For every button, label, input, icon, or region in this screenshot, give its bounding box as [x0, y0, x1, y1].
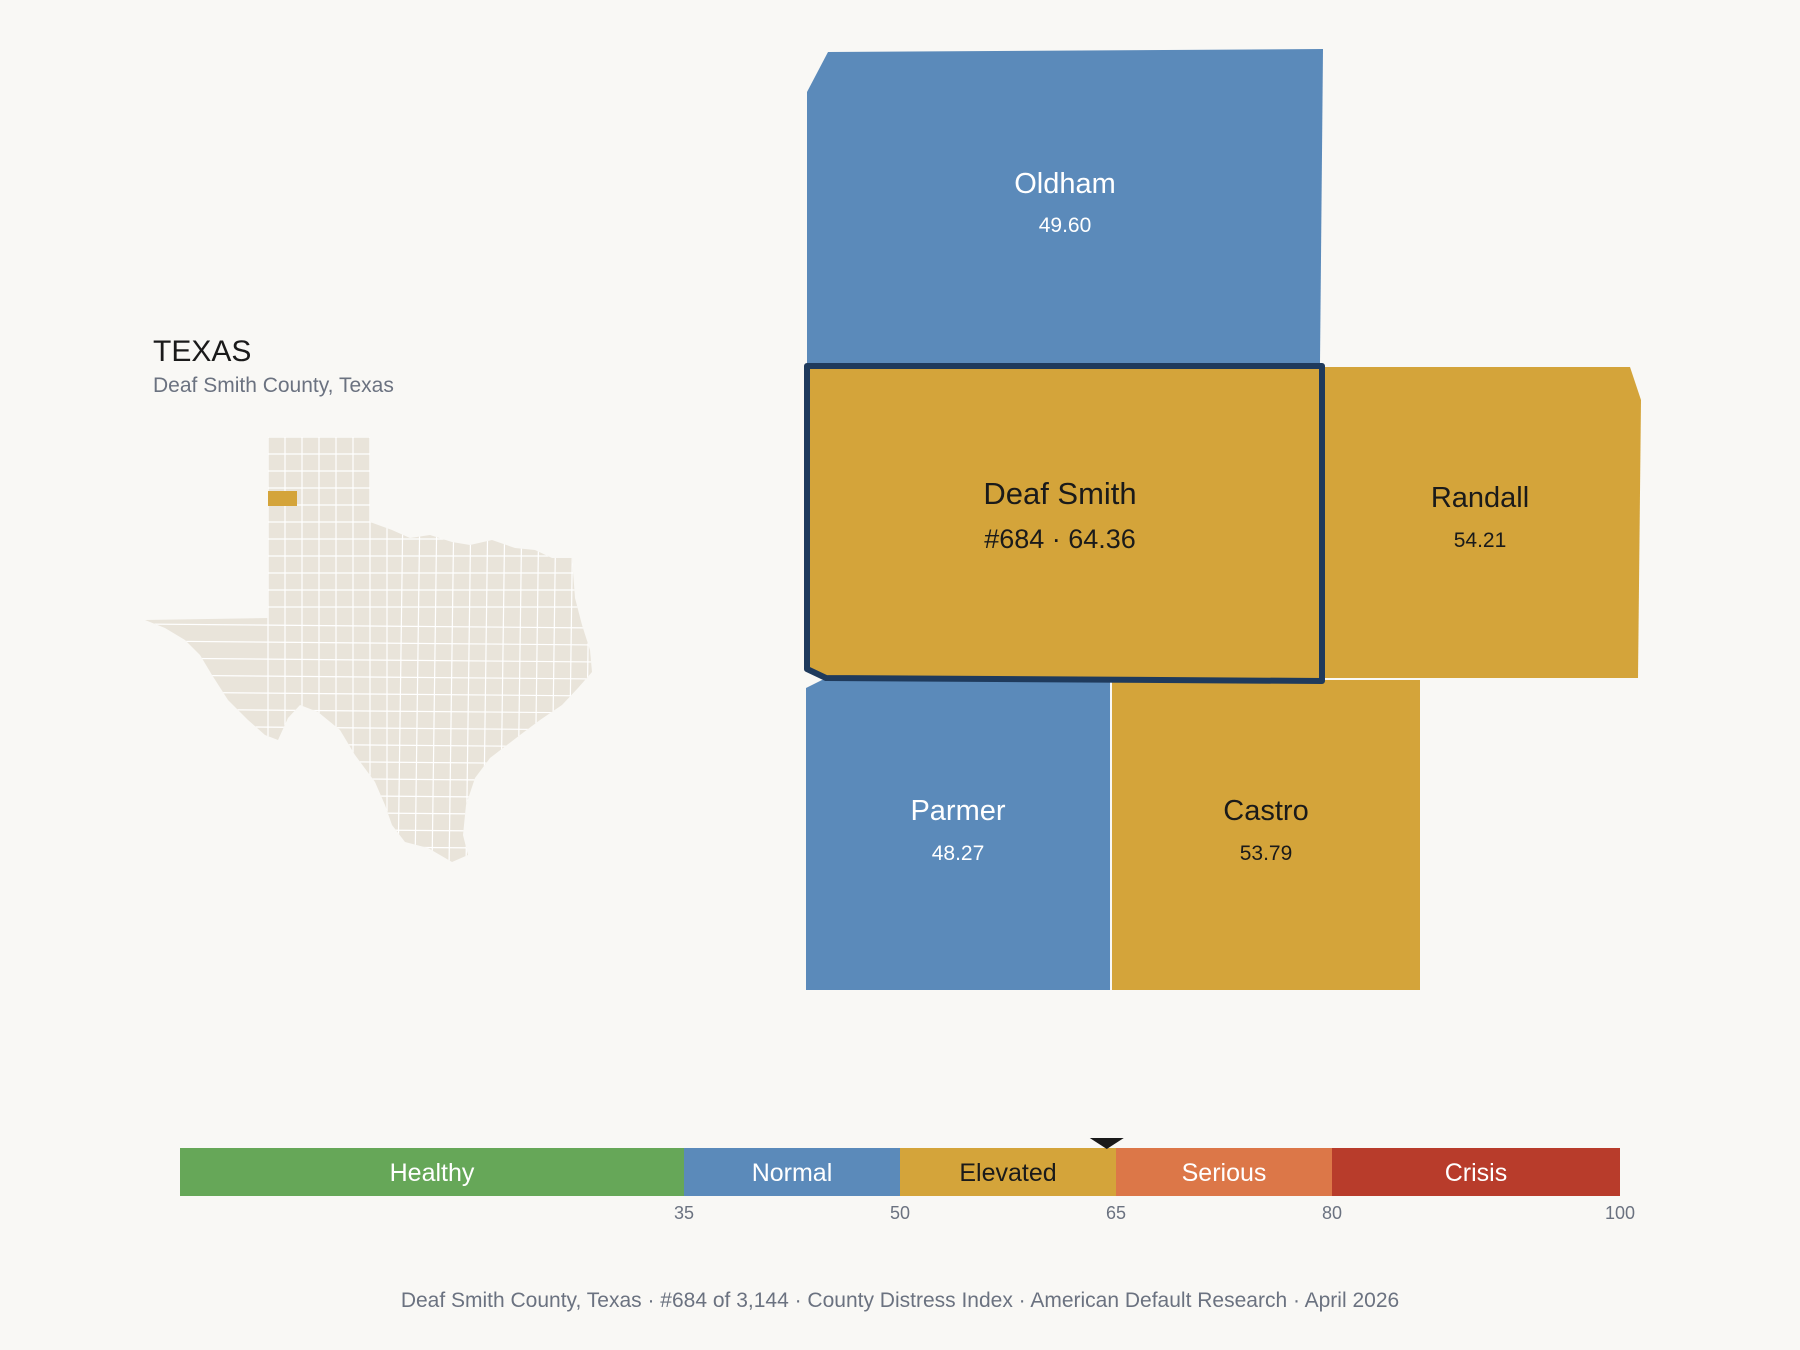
county-castro[interactable] [1112, 680, 1420, 990]
texas-outline [145, 437, 592, 862]
county-deaf-smith[interactable] [804, 363, 1325, 684]
footer-line: Deaf Smith County, Texas · #684 of 3,144… [401, 1289, 1399, 1312]
scale-band-normal [684, 1148, 900, 1196]
county-value-randall: 54.21 [1454, 529, 1507, 552]
state-subtitle: Deaf Smith County, Texas [153, 374, 394, 397]
scale-tick-80: 80 [1322, 1203, 1342, 1223]
county-oldham[interactable] [807, 49, 1323, 363]
county-value-castro: 53.79 [1240, 842, 1293, 865]
scale-tick-35: 35 [674, 1203, 694, 1223]
county-map: Oldham 49.60 Randall 54.21 Parmer 48.27 … [804, 49, 1641, 990]
scale-band-serious [1116, 1148, 1332, 1196]
scale-tick-50: 50 [890, 1203, 910, 1223]
scale-band-label-crisis: Crisis [1445, 1159, 1508, 1187]
focus-county-rank-score: #684 · 64.36 [984, 524, 1136, 554]
score-marker [1089, 1138, 1124, 1149]
scale-band-label-serious: Serious [1182, 1159, 1267, 1187]
distress-scale: Healthy Normal Elevated Serious Crisis 35 50 6… [180, 1138, 1635, 1223]
texas-inset-map [145, 437, 592, 862]
scale-band-crisis [1332, 1148, 1620, 1196]
state-title: TEXAS [153, 335, 251, 368]
county-label-randall: Randall [1431, 482, 1529, 514]
county-label-parmer: Parmer [910, 795, 1005, 827]
county-parmer[interactable] [806, 680, 1110, 990]
scale-tick-65: 65 [1106, 1203, 1126, 1223]
county-label-oldham: Oldham [1014, 168, 1116, 200]
scale-band-label-elevated: Elevated [959, 1159, 1056, 1187]
focus-county-marker [268, 491, 297, 506]
county-label-castro: Castro [1223, 795, 1308, 827]
scale-tick-100: 100 [1605, 1203, 1635, 1223]
scale-band-healthy [180, 1148, 684, 1196]
county-value-oldham: 49.60 [1039, 214, 1092, 237]
scale-band-elevated [900, 1148, 1116, 1196]
scale-band-label-normal: Normal [752, 1159, 833, 1187]
focus-county-name: Deaf Smith [983, 476, 1136, 511]
scale-band-label-healthy: Healthy [390, 1159, 475, 1187]
county-randall[interactable] [1320, 367, 1641, 678]
county-value-parmer: 48.27 [932, 842, 985, 865]
